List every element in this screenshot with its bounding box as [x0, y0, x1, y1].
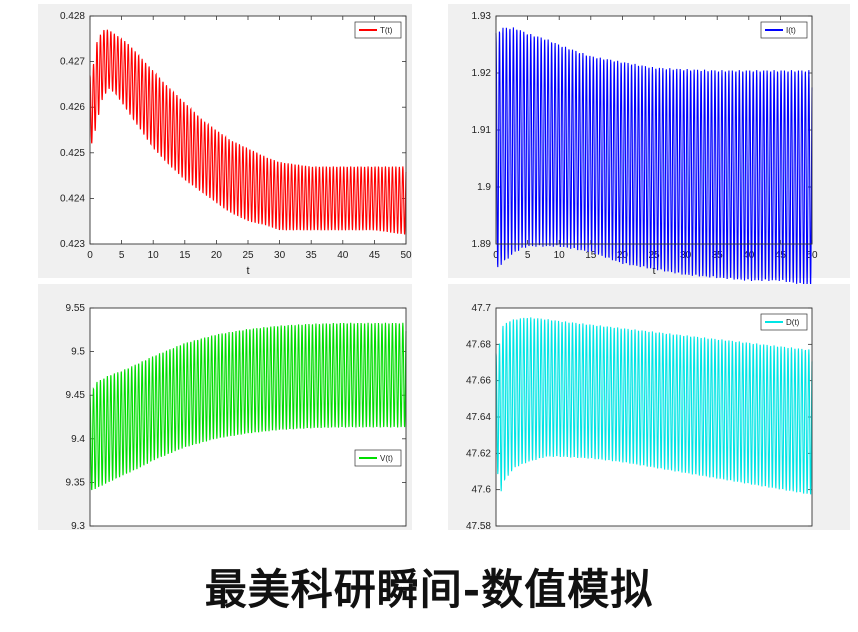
y-tick-label: 0.424 — [60, 193, 85, 204]
legend-label: V(t) — [380, 454, 393, 463]
x-tick-label: 20 — [211, 250, 223, 261]
x-tick-label: 50 — [806, 250, 818, 261]
y-tick-label: 9.5 — [71, 347, 85, 358]
legend-label: T(t) — [380, 26, 393, 35]
x-tick-label: 35 — [306, 250, 318, 261]
x-axis-label: t — [246, 265, 249, 277]
y-tick-label: 9.35 — [66, 477, 86, 488]
plot-V: 9.3 9.35 9.4 9.45 9.5 9.55 V(t) — [38, 284, 412, 532]
x-tick-label: 45 — [775, 250, 787, 261]
x-tick-label: 25 — [242, 250, 254, 261]
x-tick-label: 50 — [400, 250, 412, 261]
y-tick-label: 1.92 — [472, 68, 492, 79]
x-tick-label: 0 — [493, 250, 499, 261]
x-tick-label: 5 — [525, 250, 531, 261]
y-tick-label: 47.68 — [466, 339, 491, 350]
y-tick-label: 9.55 — [66, 303, 86, 314]
y-tick-label: 47.6 — [472, 485, 492, 496]
x-tick-label: 30 — [274, 250, 286, 261]
y-tick-label: 0.426 — [60, 102, 85, 113]
caption-title: 最美科研瞬间-数值模拟 — [204, 565, 654, 614]
y-tick-label: 9.45 — [66, 390, 86, 401]
legend-box — [354, 449, 402, 467]
y-tick-label: 0.428 — [60, 11, 85, 22]
series-line-tt — [89, 29, 407, 235]
plot-I: 1.891.91.911.921.930 5 10 15 20 25 30 35 40 45 50t… — [448, 4, 850, 286]
x-tick-label: 15 — [585, 250, 597, 261]
x-tick-label: 15 — [179, 250, 191, 261]
legend-label: D(t) — [786, 318, 800, 327]
legend-box — [354, 21, 402, 39]
legend-box — [760, 313, 808, 331]
x-tick-label: 45 — [369, 250, 381, 261]
y-tick-label: 0.427 — [60, 57, 85, 68]
y-tick-label: 1.9 — [477, 182, 491, 193]
y-tick-label: 47.66 — [466, 376, 491, 387]
series-line-dt — [495, 317, 813, 495]
y-tick-label: 1.93 — [472, 11, 492, 22]
x-tick-label: 40 — [743, 250, 755, 261]
x-tick-label: 10 — [148, 250, 160, 261]
legend-label: I(t) — [786, 26, 796, 35]
y-tick-label: 47.58 — [466, 521, 491, 532]
y-tick-label: 9.3 — [71, 521, 85, 532]
x-tick-label: 0 — [87, 250, 93, 261]
x-tick-label: 5 — [119, 250, 125, 261]
axes-frame — [495, 307, 813, 527]
y-tick-label: 1.89 — [472, 239, 492, 250]
y-tick-label: 0.423 — [60, 239, 85, 250]
x-axis-label: t — [652, 265, 655, 277]
axes-frame — [89, 15, 407, 245]
y-tick-label: 0.425 — [60, 148, 85, 159]
series-line-it — [495, 27, 813, 286]
plot-D: 47.58 47.6 47.62 47.64 47.66 47.68 47.7 D(t) — [448, 284, 850, 532]
axes-frame — [495, 15, 813, 245]
y-tick-label: 47.64 — [466, 412, 491, 423]
y-tick-label: 1.91 — [472, 125, 492, 136]
x-tick-label: 40 — [337, 250, 349, 261]
y-tick-label: 9.4 — [71, 434, 85, 445]
y-tick-label: 47.62 — [466, 448, 491, 459]
x-tick-label: 10 — [554, 250, 566, 261]
legend-box — [760, 21, 808, 39]
y-tick-label: 47.7 — [472, 303, 492, 314]
series-line-vt — [89, 322, 407, 491]
axes-frame — [89, 307, 407, 527]
plot-T: 0.423 0.424 0.425 0.426 0.427 0.428 0 5 10 15 20 25… — [38, 4, 412, 278]
